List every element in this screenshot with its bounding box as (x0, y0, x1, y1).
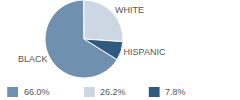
svg-text:BLACK: BLACK (18, 54, 48, 64)
svg-text:HISPANIC: HISPANIC (124, 47, 166, 57)
svg-text:7.8%: 7.8% (165, 87, 186, 97)
svg-text:WHITE: WHITE (115, 5, 144, 15)
svg-text:66.0%: 66.0% (24, 87, 50, 97)
svg-text:26.2%: 26.2% (100, 87, 126, 97)
